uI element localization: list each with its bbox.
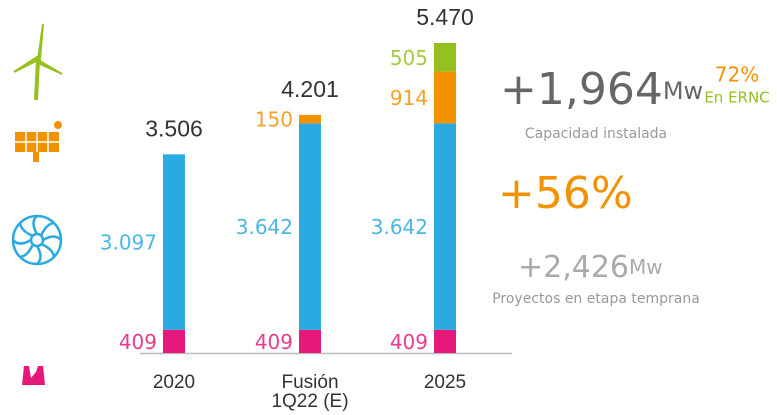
- total-label: 3.506: [145, 115, 203, 141]
- bar-segment: [299, 329, 321, 353]
- value-label: 409: [255, 330, 293, 354]
- early-number: +2,426: [518, 250, 629, 285]
- total-label: 5.470: [416, 4, 474, 30]
- category-label: 2020: [152, 372, 196, 393]
- early-value: +2,426Mw: [518, 250, 663, 285]
- value-label: 3.642: [236, 215, 293, 239]
- solar-icon: [15, 121, 62, 162]
- bar-segment: [434, 123, 456, 330]
- installed-number: +1,964: [500, 64, 663, 115]
- early-unit: Mw: [629, 255, 663, 279]
- value-label: 914: [390, 86, 428, 110]
- installed-unit: Mw: [663, 77, 703, 105]
- value-label: 150: [255, 108, 293, 132]
- wind-icon: [13, 23, 63, 101]
- bar-segment: [434, 43, 456, 72]
- share-value: 72%: [715, 63, 759, 87]
- hydro-icon: [11, 214, 63, 266]
- value-label: 409: [390, 330, 428, 354]
- bar-segment: [434, 329, 456, 353]
- total-label: 4.201: [281, 76, 339, 102]
- value-label: 3.642: [371, 215, 428, 239]
- installed-value: +1,964Mw: [500, 64, 703, 115]
- bar-segment: [163, 154, 185, 330]
- category-label: Fusión 1Q22 (E): [271, 372, 349, 412]
- bar-segment: [163, 329, 185, 353]
- value-label: 3.097: [100, 231, 157, 255]
- category-label: 2025: [423, 372, 467, 393]
- value-label: 409: [119, 330, 157, 354]
- bar-segment: [299, 123, 321, 330]
- bar-segment: [299, 114, 321, 124]
- thermal-icon: [22, 366, 45, 385]
- installed-caption: Capacidad instalada: [525, 126, 667, 142]
- growth-value: +56%: [498, 168, 633, 219]
- early-caption: Proyectos en etapa temprana: [492, 291, 700, 307]
- value-label: 505: [390, 46, 428, 70]
- share-label: En ERNC: [704, 89, 769, 107]
- bar-segment: [434, 71, 456, 124]
